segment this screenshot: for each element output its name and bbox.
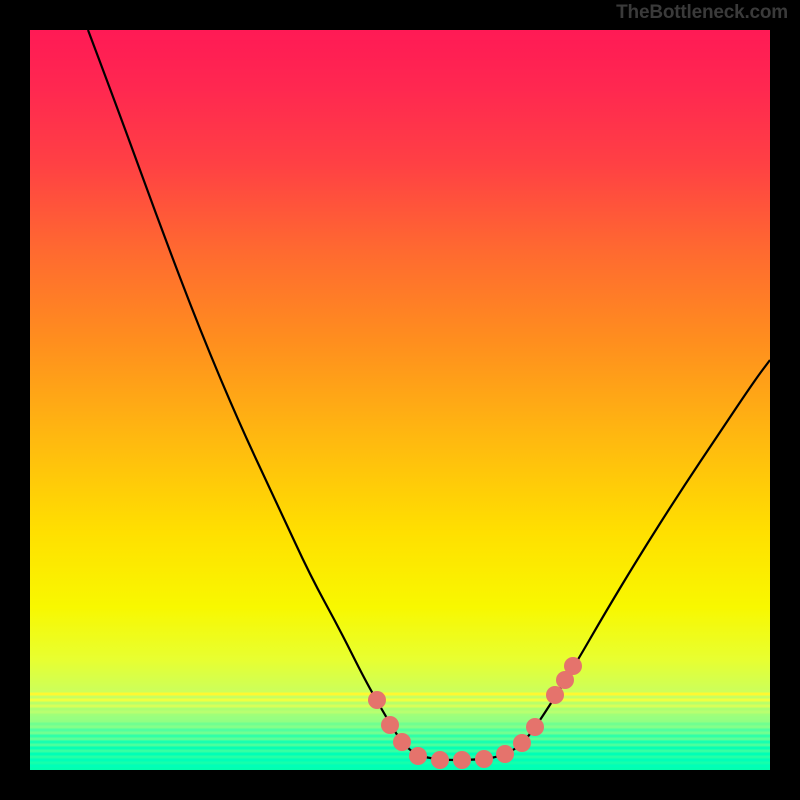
watermark-text: TheBottleneck.com — [616, 2, 788, 24]
bottleneck-chart — [0, 0, 800, 800]
marker-dot — [475, 750, 493, 768]
marker-dot — [564, 657, 582, 675]
marker-dot — [453, 751, 471, 769]
marker-dot — [393, 733, 411, 751]
marker-dot — [513, 734, 531, 752]
marker-dot — [496, 745, 514, 763]
marker-dot — [546, 686, 564, 704]
marker-dot — [431, 751, 449, 769]
plot-background — [30, 30, 770, 770]
green-band-lines — [30, 694, 770, 766]
marker-dot — [526, 718, 544, 736]
marker-dot — [368, 691, 386, 709]
marker-dot — [409, 747, 427, 765]
marker-dot — [381, 716, 399, 734]
